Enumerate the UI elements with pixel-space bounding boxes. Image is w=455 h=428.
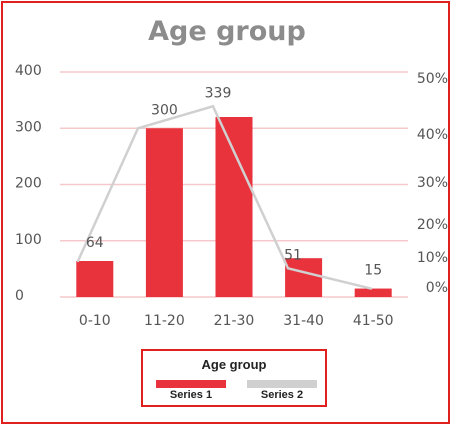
legend-swatch-series-1 <box>156 380 226 388</box>
data-labels: 64 300 15 339 51 <box>86 85 382 278</box>
left-axis-ticks: 0 100 200 300 400 <box>15 63 42 304</box>
legend: Age group Series 1 Series 2 <box>141 349 327 407</box>
series-2-point <box>136 127 140 130</box>
data-label: 15 <box>364 263 382 279</box>
series-2-point <box>286 267 290 270</box>
bar-0-10 <box>76 261 114 297</box>
bar-31-40 <box>285 258 323 297</box>
right-tick-label: 10% <box>417 250 448 266</box>
category-label-0-10: 0-10 <box>79 313 111 329</box>
right-tick-label: 40% <box>417 127 448 143</box>
bar-series <box>76 117 392 297</box>
chart-title: Age group <box>148 16 306 47</box>
left-tick-label: 100 <box>15 232 42 248</box>
right-tick-label: 50% <box>417 71 448 87</box>
right-axis-ticks: 0% 10% 20% 30% 40% 50% <box>417 71 448 296</box>
left-tick-label: 0 <box>15 288 24 304</box>
legend-label-series-2: Series 2 <box>260 389 304 401</box>
series-2-point <box>211 105 215 108</box>
right-tick-label: 20% <box>417 217 448 233</box>
category-label-21-30: 21-30 <box>214 313 255 329</box>
category-label-11-20: 11-20 <box>144 313 185 329</box>
data-label: 64 <box>86 235 104 251</box>
bar-41-50 <box>354 288 392 297</box>
bar-11-20 <box>145 128 183 297</box>
chart-frame <box>1 1 450 424</box>
line-series <box>76 104 373 290</box>
data-label: 51 <box>284 247 302 263</box>
category-label-41-50: 41-50 <box>353 313 394 329</box>
right-tick-label: 30% <box>417 175 448 191</box>
left-tick-label: 400 <box>15 63 42 79</box>
x-axis-categories: 0-10 11-20 21-30 31-40 41-50 <box>79 313 394 329</box>
legend-swatch-series-2 <box>247 380 317 388</box>
data-label: 300 <box>151 102 178 118</box>
series-2-point <box>76 259 80 263</box>
legend-title: Age group <box>201 357 267 372</box>
legend-label-series-1: Series 1 <box>169 389 213 401</box>
right-tick-label: 0% <box>426 280 448 296</box>
left-tick-label: 300 <box>15 119 42 135</box>
left-tick-label: 200 <box>15 176 42 192</box>
data-label: 339 <box>205 85 232 101</box>
bar-21-30 <box>215 117 253 297</box>
series-2-point <box>369 287 373 290</box>
category-label-31-40: 31-40 <box>283 313 324 329</box>
